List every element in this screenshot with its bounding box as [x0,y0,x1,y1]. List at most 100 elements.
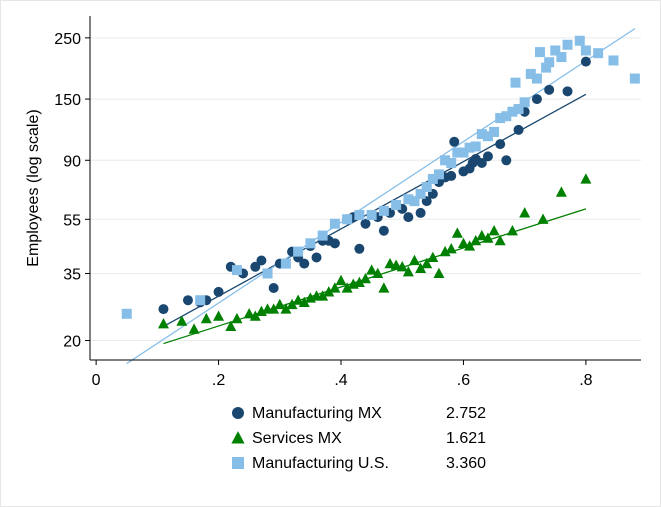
x-tick-label: .2 [212,372,225,389]
data-point [513,124,524,135]
data-point [298,296,310,307]
data-point [188,323,200,334]
data-point [574,35,585,46]
data-point [510,77,521,88]
legend-value: 3.360 [446,455,486,472]
data-point [555,186,567,197]
data-point [323,286,335,297]
data-point [482,232,494,243]
legend-marker [231,431,245,444]
data-point [433,267,445,279]
data-point [464,240,476,251]
y-tick-label: 250 [54,31,81,48]
data-point [249,310,261,321]
x-tick-label: 0 [92,372,101,389]
data-point [593,48,604,59]
data-point [439,245,451,257]
axes: 20 35 55 90 150 250 0 .2 .4 .6 .8 [54,16,641,389]
legend-marker [232,457,244,469]
data-point [378,225,389,236]
y-tick-label: 150 [54,92,81,109]
data-point [537,213,549,224]
data-point [464,142,475,153]
data-point [317,290,329,301]
data-point [231,265,242,276]
data-point [225,320,237,332]
data-point [157,318,169,329]
data-point [489,126,500,137]
data-point [427,251,439,263]
data-point [531,73,542,84]
data-point [408,254,420,266]
data-point [550,45,561,56]
data-point [390,259,402,270]
data-point [366,264,378,275]
data-point [421,257,433,269]
y-tick-label: 35 [63,266,81,283]
fit-line [126,28,636,365]
data-point [519,97,530,108]
legend-value: 1.621 [446,430,486,447]
data-point [372,267,384,279]
data-point [513,104,524,115]
data-point [470,141,481,152]
data-point [262,268,273,279]
data-point [433,169,444,180]
data-point [531,94,542,105]
data-point [360,218,371,229]
data-point [176,315,188,326]
legend-marker [232,407,244,419]
data-point [495,139,506,150]
data-point [293,246,304,257]
y-axis-title: Employees (log scale) [25,109,42,266]
data-point [121,308,132,319]
data-point [608,55,619,66]
data-point [440,155,451,166]
data-point [427,173,438,184]
legend-label: Manufacturing U.S. [252,455,389,472]
data-point [213,310,225,321]
data-point [415,188,426,199]
data-point [446,157,457,168]
x-tick-label: .4 [334,372,347,389]
data-point [519,207,531,218]
data-point [562,39,573,50]
data-point [378,282,390,293]
data-point [629,73,640,84]
data-point [213,286,224,297]
data-point [342,214,353,225]
data-point [556,52,567,63]
data-point [476,229,488,241]
data-point [341,282,353,293]
data-point [488,224,500,236]
data-point [415,262,427,274]
legend-value: 2.752 [446,405,486,422]
data-point [544,57,555,68]
data-point [458,147,469,158]
data-point [501,111,512,122]
data-point [507,106,518,117]
data-point [476,157,487,168]
data-point [243,308,255,319]
x-tick-label: .8 [579,372,592,389]
data-point [317,230,328,241]
data-point [580,56,591,67]
data-point [353,276,365,287]
data-point [562,86,573,97]
data-point [280,258,291,269]
data-point [305,238,316,249]
legend: Manufacturing MX 2.752 Services MX 1.621 Man… [231,405,486,472]
data-point [501,155,512,166]
data-point [580,45,591,56]
data-point [445,243,457,254]
data-point [457,237,469,248]
data-point [482,151,493,162]
data-point [403,194,414,205]
y-tick-label: 20 [63,334,81,351]
data-point [360,272,371,284]
data-point [449,136,460,147]
data-point [195,295,206,306]
data-point [200,312,212,324]
data-point [415,207,426,218]
data-point [384,257,396,269]
